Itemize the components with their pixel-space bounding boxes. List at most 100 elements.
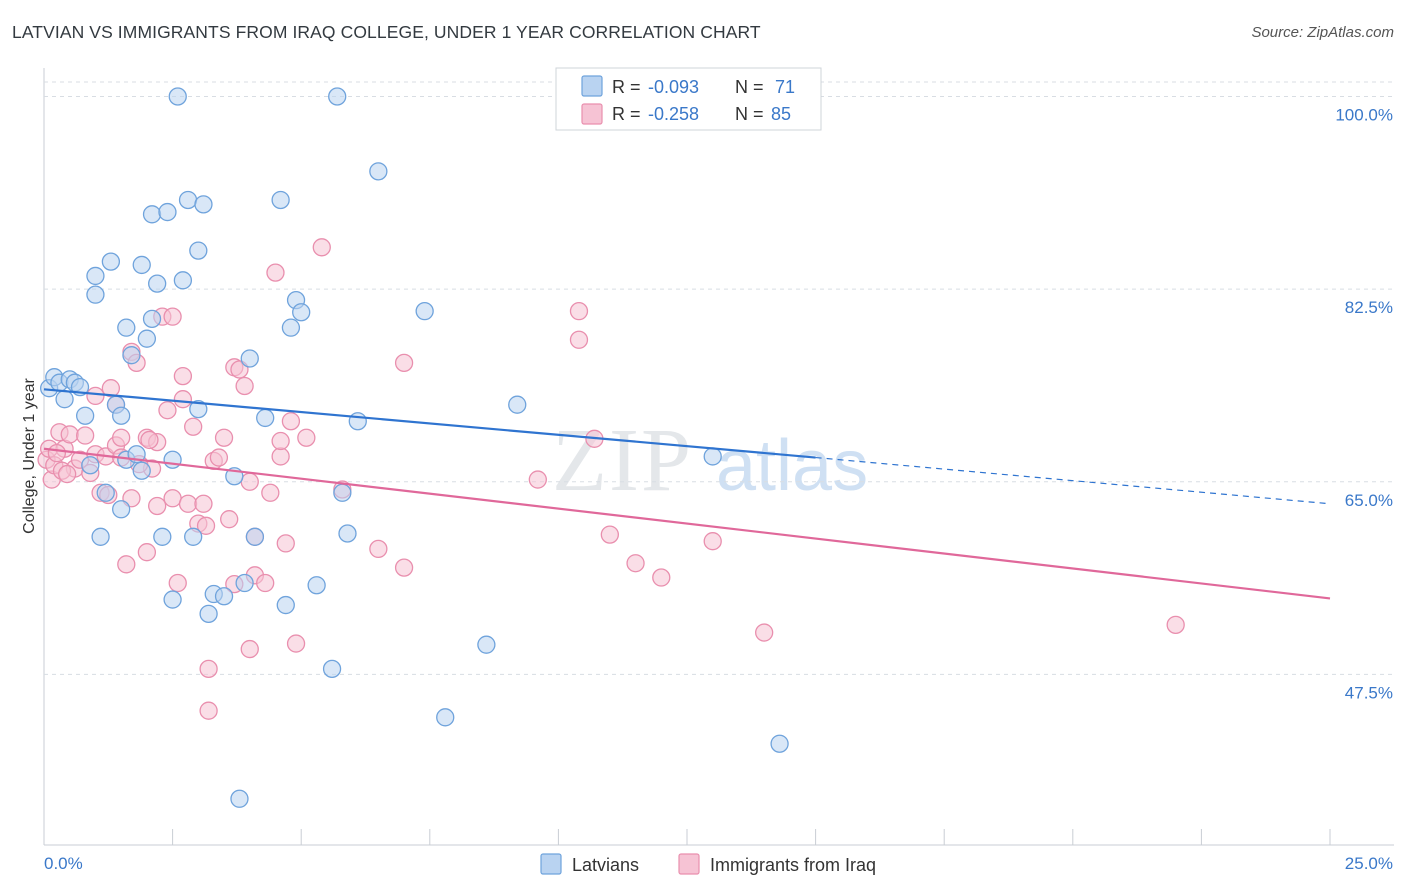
latvian-point: [245, 527, 265, 546]
latvian-point: [508, 395, 527, 414]
iraq-point: [286, 634, 306, 653]
latvian-point: [230, 789, 249, 808]
iraq-point: [394, 353, 414, 373]
x-tick-label-min: 0.0%: [44, 854, 83, 873]
latvians-trend-extension: [815, 456, 1331, 505]
correlation-legend: R = -0.093 N = 71 R = -0.258 N = 85: [555, 67, 822, 131]
iraq-point: [528, 470, 547, 489]
latvian-point: [240, 349, 259, 368]
watermark-atlas: atlas: [716, 426, 868, 506]
iraq-point: [60, 425, 79, 444]
latvian-point: [189, 399, 208, 419]
iraq-point: [394, 558, 414, 577]
iraq-point: [266, 263, 285, 282]
latvian-point: [194, 195, 213, 214]
bottom-label-latvians: Latvians: [572, 855, 639, 875]
y-tick-label: 100.0%: [1335, 106, 1393, 125]
iraq-point: [256, 573, 275, 593]
iraq-point: [168, 573, 187, 593]
legend-n-value-2: 85: [771, 104, 791, 124]
iraq-point: [101, 379, 121, 398]
iraq-point: [199, 701, 218, 720]
iraq-point: [158, 401, 177, 420]
latvian-point: [163, 590, 182, 609]
iraq-point: [600, 525, 619, 544]
iraq-trend-line: [43, 447, 1331, 600]
iraq-point: [297, 428, 316, 447]
x-tick-label-max: 25.0%: [1345, 854, 1393, 873]
iraq-point: [173, 366, 193, 386]
latvians-trend-line: [43, 388, 816, 459]
iraq-point: [312, 238, 331, 257]
legend-r-value-2: -0.258: [648, 104, 699, 124]
latvian-point: [153, 527, 172, 546]
iraq-point: [199, 659, 218, 679]
legend-n-label-2: N =: [735, 104, 764, 124]
iraq-point: [569, 302, 589, 321]
latvian-point: [369, 162, 388, 181]
iraq-point: [276, 534, 295, 553]
latvian-point: [112, 500, 131, 519]
iraq-point: [76, 426, 95, 445]
iraq-point: [652, 568, 671, 587]
iraq-point: [271, 431, 290, 451]
iraq-point: [163, 489, 182, 508]
x-ticks: [43, 829, 1331, 845]
legend-r-value-1: -0.093: [648, 77, 699, 97]
series-legend: Latvians Immigrants from Iraq: [540, 853, 876, 875]
iraq-point: [163, 307, 182, 326]
series-latvians-points: [39, 87, 789, 808]
iraq-point: [369, 539, 388, 559]
latvian-point: [117, 318, 136, 337]
latvian-point: [132, 461, 151, 480]
iraq-point: [235, 376, 254, 396]
latvian-point: [415, 302, 434, 321]
bottom-swatch-iraq: [678, 853, 700, 875]
latvian-point: [137, 329, 157, 348]
iraq-point: [57, 464, 77, 484]
iraq-point: [626, 554, 645, 573]
watermark-zip: ZIP: [552, 411, 693, 510]
latvian-point: [235, 573, 254, 593]
iraq-point: [214, 428, 234, 447]
latvian-point: [338, 524, 357, 543]
iraq-point: [196, 516, 216, 535]
latvian-point: [292, 303, 311, 322]
iraq-point: [1166, 615, 1185, 635]
iraq-point: [209, 448, 229, 467]
iraq-point: [240, 472, 259, 491]
latvian-point: [184, 527, 203, 546]
latvian-point: [55, 390, 74, 409]
legend-swatch-iraq: [581, 103, 603, 125]
latvian-point: [307, 576, 326, 595]
latvian-point: [256, 408, 275, 428]
latvian-point: [348, 412, 367, 431]
latvian-point: [770, 734, 789, 753]
iraq-point: [281, 412, 301, 431]
iraq-point: [755, 623, 774, 642]
latvian-point: [328, 87, 347, 106]
latvian-point: [477, 635, 496, 654]
latvian-point: [199, 604, 218, 623]
latvian-point: [281, 318, 301, 337]
latvian-point: [148, 274, 167, 293]
latvian-point: [142, 309, 162, 329]
latvian-point: [91, 527, 110, 546]
latvian-point: [122, 346, 141, 365]
latvian-point: [276, 595, 295, 615]
iraq-point: [220, 510, 239, 529]
latvian-point: [436, 708, 455, 727]
legend-r-label-2: R =: [612, 104, 641, 124]
latvian-point: [271, 190, 290, 210]
chart-title: LATVIAN VS IMMIGRANTS FROM IRAQ COLLEGE,…: [12, 22, 761, 42]
iraq-point: [184, 417, 203, 436]
iraq-point: [173, 390, 193, 409]
iraq-point: [569, 330, 589, 349]
latvian-point: [214, 587, 234, 606]
iraq-point: [271, 447, 290, 466]
bottom-label-iraq: Immigrants from Iraq: [710, 855, 876, 875]
y-tick-label: 65.0%: [1345, 491, 1393, 510]
iraq-point: [261, 483, 280, 502]
latvian-point: [132, 255, 151, 275]
